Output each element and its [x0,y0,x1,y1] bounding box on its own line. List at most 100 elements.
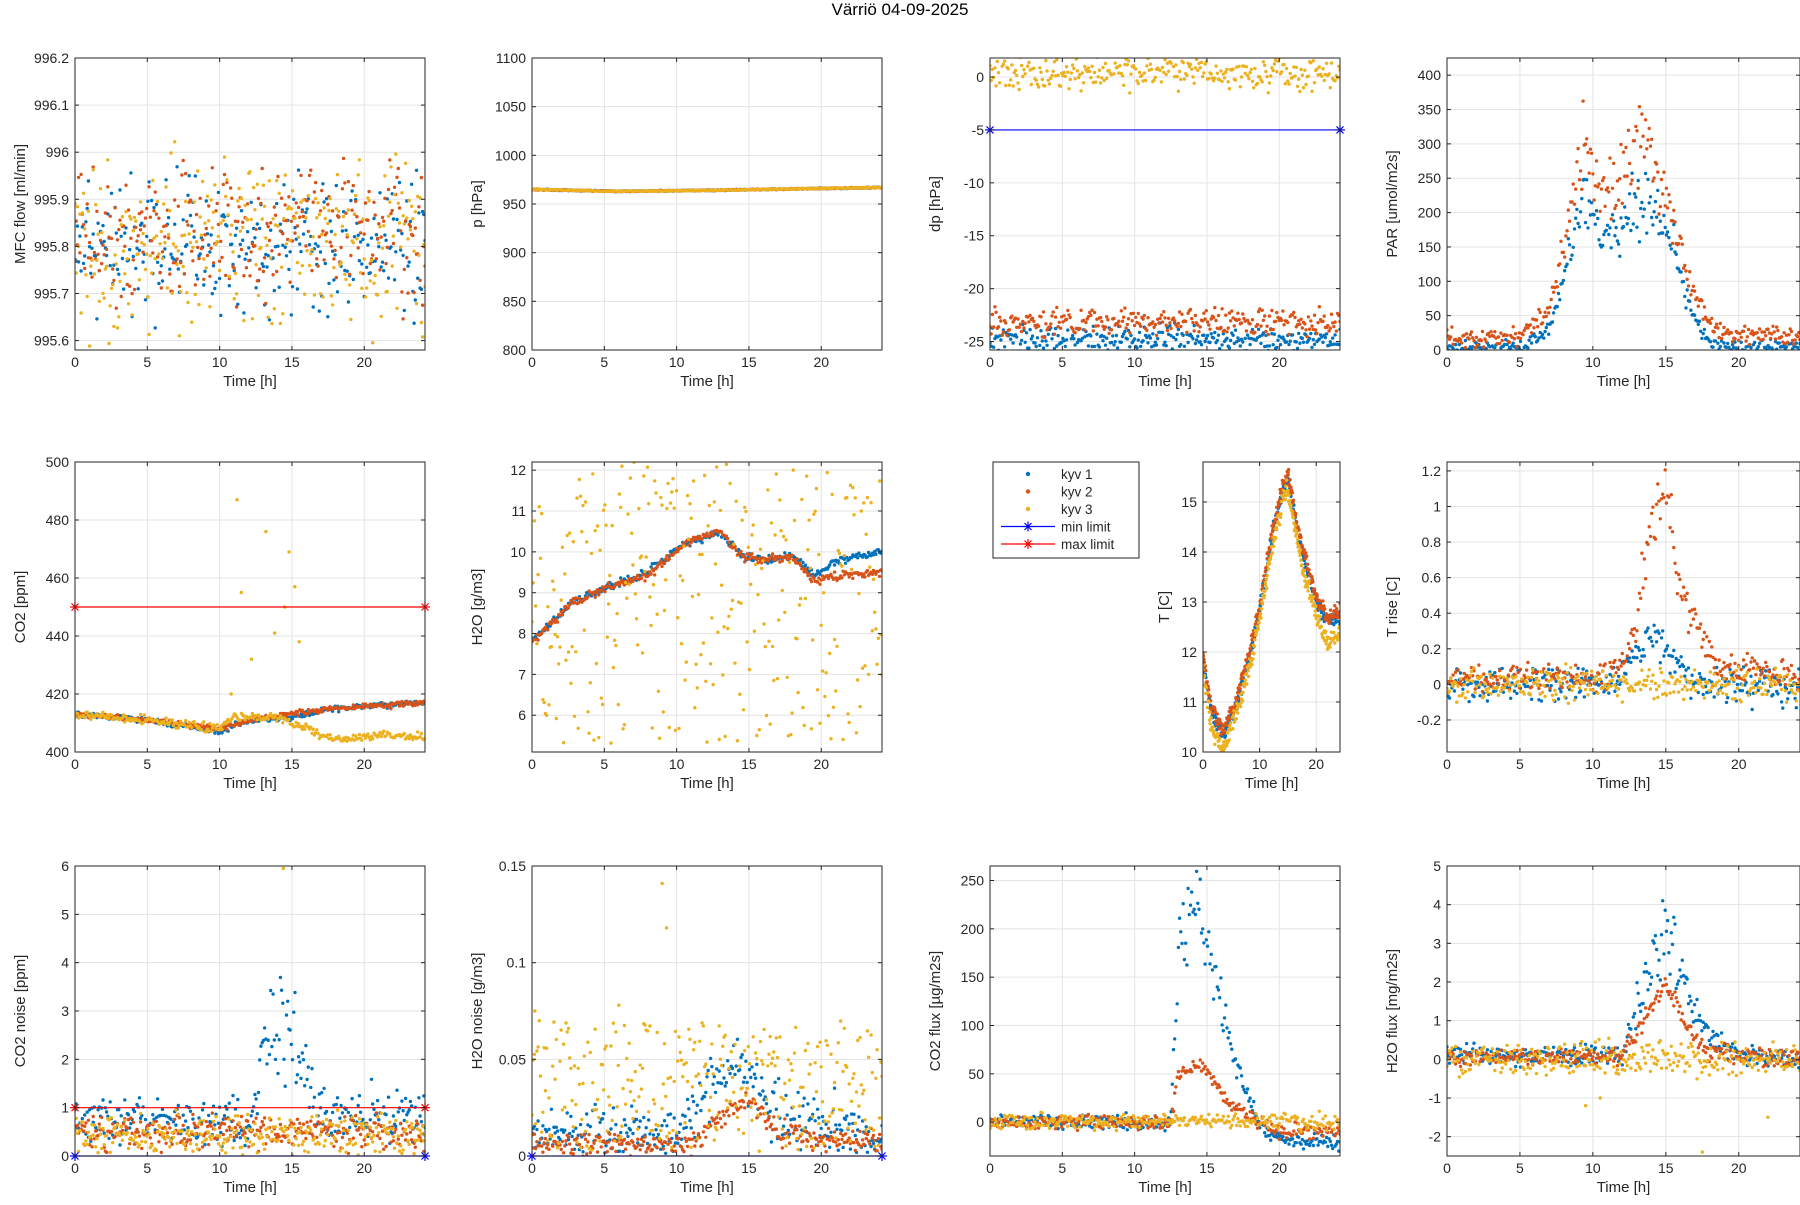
point-kyv2 [273,205,276,208]
point-kyv1 [1138,331,1141,334]
point-kyv2 [1199,325,1202,328]
point-kyv1 [258,227,261,230]
point-kyv1 [118,188,121,191]
point-kyv3 [1213,77,1216,80]
point-kyv3 [382,224,385,227]
point-kyv3 [100,231,103,234]
point-kyv1 [414,298,417,301]
point-kyv3 [329,733,332,736]
point-kyv3 [88,344,91,347]
point-kyv3 [230,692,233,695]
point-kyv3 [127,302,130,305]
point-kyv1 [1064,345,1067,348]
point-kyv3 [76,712,79,715]
x-tick-label: 0 [1443,354,1451,370]
point-kyv2 [1028,314,1031,317]
point-kyv2 [1089,314,1092,317]
point-kyv1 [1662,214,1665,217]
point-kyv1 [302,232,305,235]
point-kyv3 [87,210,90,213]
point-kyv2 [269,221,272,224]
point-kyv3 [1310,90,1313,93]
point-kyv2 [1261,309,1264,312]
point-kyv2 [1539,311,1542,314]
point-kyv3 [372,282,375,285]
point-kyv2 [1323,314,1326,317]
point-kyv3 [79,311,82,314]
point-kyv2 [1726,328,1729,331]
point-kyv2 [314,181,317,184]
point-kyv2 [113,206,116,209]
point-kyv3 [1081,71,1084,74]
point-kyv3 [1062,71,1065,74]
point-kyv2 [315,257,318,260]
point-kyv3 [296,261,299,264]
point-kyv3 [99,187,102,190]
point-kyv2 [758,557,761,560]
point-kyv2 [1018,326,1021,329]
point-kyv2 [1168,321,1171,324]
point-kyv2 [1023,322,1026,325]
point-kyv1 [146,200,149,203]
point-kyv3 [389,165,392,168]
point-kyv3 [1194,66,1197,69]
point-kyv2 [993,305,996,308]
point-kyv2 [711,533,714,536]
point-kyv3 [604,524,607,527]
point-kyv2 [1651,179,1654,182]
point-kyv1 [406,264,409,267]
point-kyv1 [1618,255,1621,258]
point-kyv1 [1547,333,1550,336]
point-kyv3 [347,208,350,211]
point-kyv3 [251,712,254,715]
point-kyv2 [790,554,793,557]
point-kyv3 [101,292,104,295]
point-kyv1 [296,287,299,290]
point-kyv1 [1177,328,1180,331]
point-kyv2 [1793,338,1796,341]
point-kyv1 [145,235,148,238]
point-kyv1 [1617,242,1620,245]
point-kyv2 [287,195,290,198]
point-kyv3 [400,191,403,194]
point-kyv3 [1245,65,1248,68]
point-kyv1 [1071,334,1074,337]
point-kyv3 [251,317,254,320]
point-kyv3 [224,195,227,198]
point-kyv2 [1020,330,1023,333]
point-kyv3 [139,200,142,203]
point-kyv1 [164,178,167,181]
point-kyv2 [359,231,362,234]
point-kyv3 [1118,64,1121,67]
point-kyv2 [293,231,296,234]
point-kyv2 [1599,210,1602,213]
point-kyv1 [1622,225,1625,228]
point-kyv3 [1167,70,1170,73]
point-kyv2 [251,719,254,722]
point-kyv1 [1035,345,1038,348]
point-kyv3 [293,585,296,588]
point-kyv3 [1021,75,1024,78]
point-kyv1 [1543,330,1546,333]
point-kyv1 [1635,226,1638,229]
point-kyv2 [1202,312,1205,315]
point-kyv1 [110,192,113,195]
point-kyv3 [298,640,301,643]
point-kyv2 [84,234,87,237]
point-kyv1 [150,199,153,202]
point-kyv3 [1251,80,1254,83]
y-tick-label: 0 [976,69,984,85]
point-kyv2 [1626,174,1629,177]
point-kyv1 [1155,343,1158,346]
point-kyv2 [540,632,543,635]
point-kyv3 [1070,71,1073,74]
point-kyv3 [149,254,152,257]
point-kyv3 [534,604,537,607]
point-kyv2 [380,235,383,238]
point-kyv3 [336,173,339,176]
point-kyv2 [191,259,194,262]
point-kyv1 [1623,205,1626,208]
point-kyv3 [411,217,414,220]
point-kyv3 [410,205,413,208]
point-kyv1 [186,194,189,197]
